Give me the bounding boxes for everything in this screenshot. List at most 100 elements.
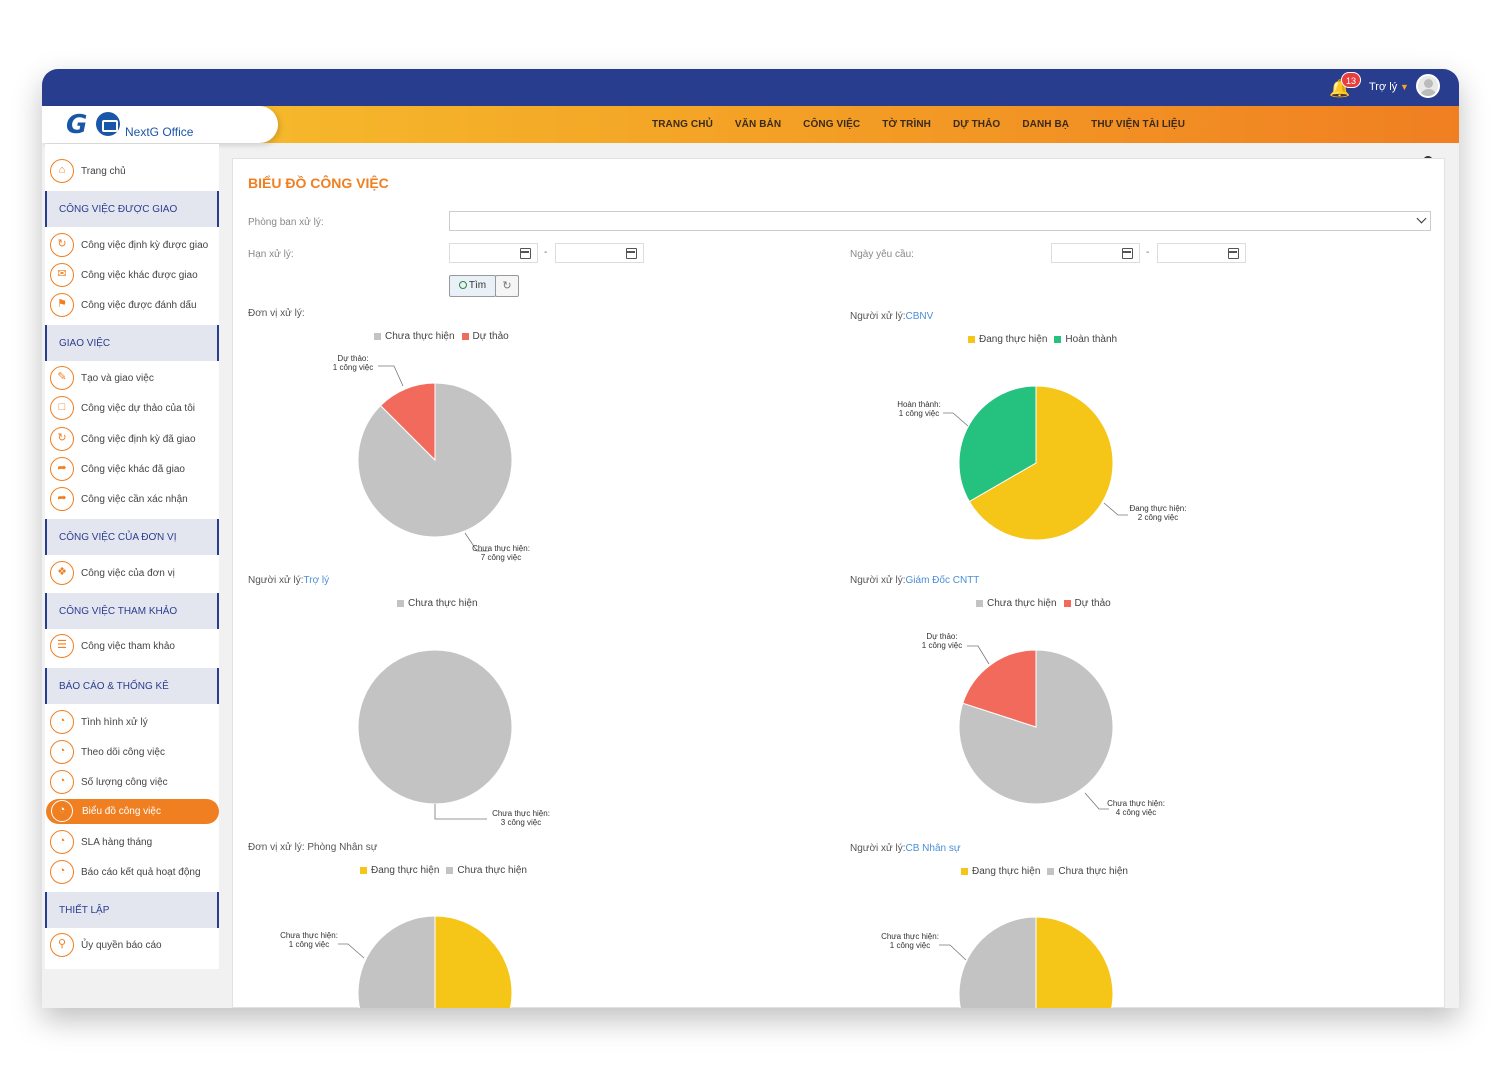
sidebar-item-other-assigned[interactable]: ✉ Công việc khác được giao <box>45 260 219 290</box>
chart-legend: Đang thực hiện Chưa thực hiện <box>360 865 534 876</box>
sidebar-item-periodic-given[interactable]: ↻ Công việc định kỳ đã giao <box>45 424 219 454</box>
sidebar-item-home[interactable]: ⌂ Trang chủ <box>45 156 219 186</box>
pie-slice[interactable] <box>968 385 1114 541</box>
legend-item[interactable]: Chưa thực hiện <box>374 331 455 342</box>
share-icon: ➦ <box>50 457 74 481</box>
sidebar-item-periodic-assigned[interactable]: ↻ Công việc định kỳ được giao <box>45 230 219 260</box>
chart-title: Người xử lý:Trợ lý <box>248 575 330 586</box>
pie-slice[interactable] <box>357 915 436 1008</box>
sidebar-item-unit-tasks[interactable]: ❖ Công việc của đơn vị <box>45 558 219 588</box>
legend-item[interactable]: Chưa thực hiện <box>397 598 478 609</box>
sidebar-item-my-drafts[interactable]: □ Công việc dự thảo của tôi <box>45 393 219 423</box>
deadline-label: Hạn xử lý: <box>248 249 294 260</box>
calendar-icon[interactable] <box>1122 248 1133 259</box>
caret-down-icon[interactable]: ▼ <box>1400 82 1409 92</box>
sidebar-item-sla[interactable]: ◔ SLA hàng tháng <box>45 827 219 857</box>
handler-link[interactable]: Trợ lý <box>303 575 330 586</box>
pie-slice[interactable] <box>958 916 1037 1008</box>
sidebar-item-to-confirm[interactable]: ➦ Công việc cần xác nhận <box>45 484 219 514</box>
pie-slice[interactable] <box>434 915 513 1008</box>
handler-link[interactable]: CB Nhân sự <box>905 843 961 854</box>
reset-button[interactable]: ↻ <box>495 275 519 297</box>
document-icon: □ <box>50 396 74 420</box>
menu-item-library[interactable]: THƯ VIỆN TÀI LIỆU <box>1091 119 1186 130</box>
chart-title: Người xử lý:CB Nhân sự <box>850 843 961 854</box>
pie-slice[interactable] <box>357 649 513 805</box>
data-label: Chưa thực hiện: <box>881 932 939 941</box>
menu-item-tasks[interactable]: CÔNG VIỆC <box>803 119 861 130</box>
sidebar-item-follow[interactable]: ◔ Theo dõi công việc <box>45 737 219 767</box>
calendar-icon[interactable] <box>1228 248 1239 259</box>
magnifier-icon: ⚲ <box>50 933 74 957</box>
sidebar-item-reference[interactable]: ☰ Công việc tham khảo <box>45 631 219 661</box>
label-leader-line <box>1084 792 1109 810</box>
pie-slice[interactable] <box>962 649 1037 728</box>
sidebar-item-task-chart[interactable]: ◔ Biểu đồ công việc <box>46 799 219 824</box>
data-label-value: 1 công việc <box>922 641 962 650</box>
sidebar-item-status[interactable]: ◔ Tình hình xử lý <box>45 707 219 737</box>
chart-legend: Đang thực hiện Hoàn thành <box>968 334 1124 345</box>
menu-item-documents[interactable]: VĂN BẢN <box>734 119 782 130</box>
sidebar-item-activity-report[interactable]: ◔ Báo cáo kết quả hoạt động <box>45 857 219 887</box>
stack-icon: ☰ <box>50 634 74 658</box>
legend-item[interactable]: Hoàn thành <box>1054 334 1117 345</box>
menu-item-drafts[interactable]: DỰ THẢO <box>952 119 1001 130</box>
data-label: Hoàn thành: <box>897 400 941 409</box>
pie-chart-icon: ◔ <box>50 830 74 854</box>
chart-legend: Đang thực hiện Chưa thực hiện <box>961 866 1135 877</box>
legend-item[interactable]: Đang thực hiện <box>961 866 1040 877</box>
department-select[interactable] <box>449 211 1431 231</box>
data-label-value: 2 công việc <box>1138 513 1178 522</box>
sidebar-section-reports: BÁO CÁO & THỐNG KÊ <box>45 668 219 704</box>
legend-item[interactable]: Đang thực hiện <box>360 865 439 876</box>
sidebar-item-label: Biểu đồ công việc <box>82 806 161 817</box>
menu-item-home[interactable]: TRANG CHỦ <box>652 119 713 130</box>
sidebar-item-label: Công việc tham khảo <box>81 640 175 652</box>
pie-slice[interactable] <box>958 385 1037 503</box>
legend-swatch <box>1054 336 1062 343</box>
menu-item-submissions[interactable]: TỜ TRÌNH <box>882 119 931 130</box>
section-title: GIAO VIỆC <box>59 337 111 349</box>
sidebar-item-flagged[interactable]: ⚑ Công việc được đánh dấu <box>45 290 219 320</box>
logo-text: NextG Office <box>125 125 194 139</box>
sidebar-item-create-task[interactable]: ✎ Tạo và giao việc <box>45 363 219 393</box>
calendar-icon[interactable] <box>520 248 531 259</box>
request-to-input[interactable] <box>1157 243 1246 263</box>
sidebar: ⌂ Trang chủ CÔNG VIỆC ĐƯỢC GIAO ↻ Công vi… <box>45 144 219 969</box>
legend-item[interactable]: Chưa thực hiện <box>446 865 527 876</box>
pie-slice[interactable] <box>1035 916 1114 1008</box>
share-icon: ➦ <box>50 487 74 511</box>
logo[interactable]: G NextG Office <box>42 106 278 143</box>
deadline-from-input[interactable] <box>449 243 538 263</box>
avatar[interactable] <box>1416 74 1440 98</box>
logo-mail-icon <box>96 112 120 136</box>
pie-slice[interactable] <box>379 382 436 462</box>
main-content: BIỂU ĐỒ CÔNG VIỆC Phòng ban xử lý: Hạn x… <box>232 158 1445 1008</box>
user-name[interactable]: Trợ lý <box>1369 81 1398 93</box>
request-from-input[interactable] <box>1051 243 1140 263</box>
deadline-to-input[interactable] <box>555 243 644 263</box>
legend-swatch <box>1047 868 1055 875</box>
legend-item[interactable]: Chưa thực hiện <box>1047 866 1128 877</box>
sidebar-item-label: Báo cáo kết quả hoạt động <box>81 866 201 878</box>
handler-link[interactable]: CBNV <box>905 311 934 322</box>
legend-label: Chưa thực hiện <box>987 598 1057 609</box>
data-label-value: 1 công việc <box>899 409 939 418</box>
legend-item[interactable]: Dự thảo <box>461 331 509 342</box>
sidebar-item-label: Công việc định kỳ đã giao <box>81 433 196 445</box>
handler-link[interactable]: Giám Đốc CNTT <box>905 575 980 586</box>
data-label: Chưa thực hiện: <box>280 931 338 940</box>
menu-item-directory[interactable]: DANH BẠ <box>1022 119 1070 130</box>
calendar-icon[interactable] <box>626 248 637 259</box>
legend-item[interactable]: Chưa thực hiện <box>976 598 1057 609</box>
legend-item[interactable]: Đang thực hiện <box>968 334 1047 345</box>
sidebar-item-label: Công việc của đơn vị <box>81 567 175 579</box>
sidebar-item-count[interactable]: ◔ Số lượng công việc <box>45 767 219 797</box>
sidebar-item-other-given[interactable]: ➦ Công việc khác đã giao <box>45 454 219 484</box>
sidebar-item-delegate[interactable]: ⚲ Ủy quyền báo cáo <box>45 930 219 960</box>
legend-swatch <box>976 600 983 607</box>
sidebar-item-label: Tình hình xử lý <box>81 716 148 728</box>
legend-item[interactable]: Dự thảo <box>1063 598 1111 609</box>
home-icon: ⌂ <box>50 159 74 183</box>
pie-chart-icon: ◔ <box>50 770 74 794</box>
